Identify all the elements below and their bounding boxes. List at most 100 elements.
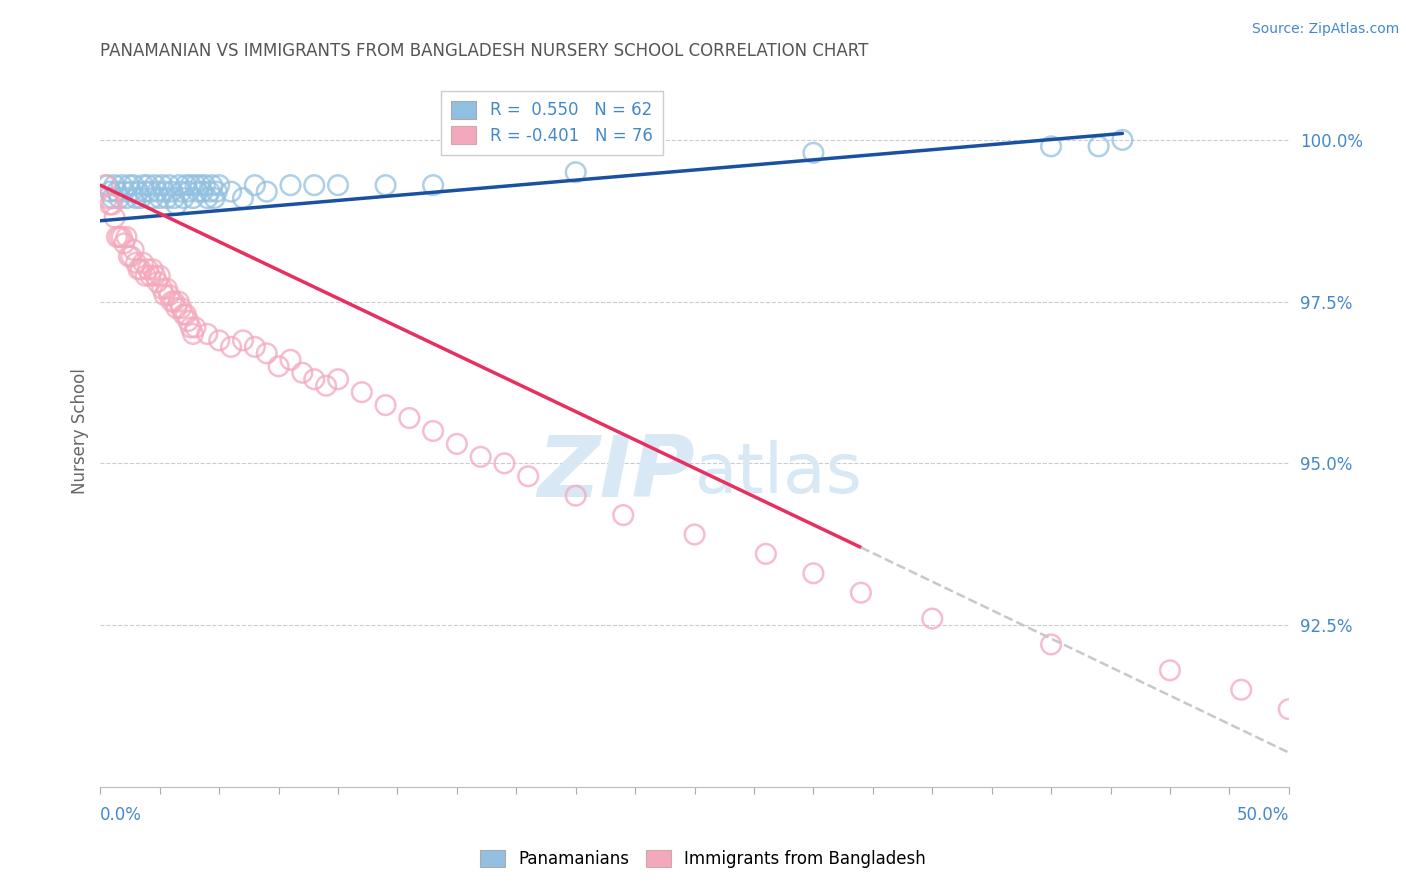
Point xyxy=(219,185,242,199)
Point xyxy=(304,178,326,193)
Point xyxy=(127,262,149,277)
Point xyxy=(108,230,131,244)
Point xyxy=(129,191,152,205)
Point xyxy=(921,611,943,625)
Point xyxy=(115,191,138,205)
Point xyxy=(803,145,825,160)
Point xyxy=(1302,714,1324,729)
Point xyxy=(1111,133,1133,147)
Point xyxy=(291,366,314,380)
Point xyxy=(96,191,118,205)
Point xyxy=(122,178,145,193)
Point xyxy=(517,469,540,483)
Point xyxy=(280,178,302,193)
Point xyxy=(118,249,141,263)
Point xyxy=(208,334,231,348)
Point xyxy=(98,185,121,199)
Point xyxy=(143,268,166,283)
Point xyxy=(139,268,162,283)
Point xyxy=(160,185,183,199)
Point xyxy=(1230,682,1253,697)
Point xyxy=(111,178,134,193)
Point xyxy=(280,352,302,367)
Point xyxy=(1348,740,1371,755)
Point xyxy=(142,262,165,277)
Point xyxy=(304,372,326,386)
Point xyxy=(194,178,217,193)
Point xyxy=(134,268,156,283)
Point xyxy=(174,308,197,322)
Point xyxy=(184,320,207,334)
Point xyxy=(180,178,202,193)
Point xyxy=(136,178,159,193)
Point xyxy=(1040,139,1063,153)
Point xyxy=(167,294,190,309)
Point xyxy=(136,262,159,277)
Point xyxy=(150,282,173,296)
Point xyxy=(180,320,202,334)
Point xyxy=(184,178,207,193)
Point xyxy=(112,236,135,251)
Point xyxy=(232,191,254,205)
Point xyxy=(170,301,193,315)
Point xyxy=(187,185,209,199)
Point xyxy=(755,547,778,561)
Point xyxy=(149,191,172,205)
Point xyxy=(173,191,195,205)
Point xyxy=(96,178,118,193)
Point xyxy=(101,197,124,211)
Point xyxy=(125,256,148,270)
Point xyxy=(132,178,155,193)
Point xyxy=(177,314,200,328)
Point xyxy=(170,185,193,199)
Point xyxy=(803,566,825,581)
Point xyxy=(219,340,242,354)
Point xyxy=(1313,722,1336,736)
Point xyxy=(177,185,200,199)
Point xyxy=(232,334,254,348)
Point xyxy=(174,178,197,193)
Point xyxy=(156,282,179,296)
Point xyxy=(163,191,186,205)
Point xyxy=(146,275,169,289)
Point xyxy=(1040,637,1063,651)
Point xyxy=(98,197,121,211)
Point xyxy=(157,288,180,302)
Point xyxy=(195,326,218,341)
Point xyxy=(163,294,186,309)
Point xyxy=(165,197,187,211)
Point xyxy=(243,178,266,193)
Point xyxy=(1289,708,1312,723)
Point xyxy=(165,301,187,315)
Point xyxy=(398,411,420,425)
Point xyxy=(132,256,155,270)
Point xyxy=(422,424,444,438)
Point xyxy=(326,372,349,386)
Point xyxy=(112,185,135,199)
Point xyxy=(101,191,124,205)
Point xyxy=(149,268,172,283)
Point xyxy=(1324,728,1347,742)
Legend: R =  0.550   N = 62, R = -0.401   N = 76: R = 0.550 N = 62, R = -0.401 N = 76 xyxy=(441,91,662,154)
Point xyxy=(134,185,156,199)
Point xyxy=(494,456,516,470)
Point xyxy=(849,585,872,599)
Point xyxy=(127,185,149,199)
Point xyxy=(256,185,278,199)
Text: 0.0%: 0.0% xyxy=(100,806,142,824)
Point xyxy=(108,191,131,205)
Point xyxy=(267,359,290,374)
Legend: Panamanians, Immigrants from Bangladesh: Panamanians, Immigrants from Bangladesh xyxy=(474,843,932,875)
Text: ZIP: ZIP xyxy=(537,432,695,516)
Point xyxy=(104,178,127,193)
Point xyxy=(181,191,204,205)
Point xyxy=(125,191,148,205)
Point xyxy=(153,288,176,302)
Point xyxy=(204,191,226,205)
Point xyxy=(139,185,162,199)
Point xyxy=(201,178,224,193)
Point xyxy=(143,178,166,193)
Point xyxy=(129,262,152,277)
Point xyxy=(683,527,706,541)
Point xyxy=(470,450,492,464)
